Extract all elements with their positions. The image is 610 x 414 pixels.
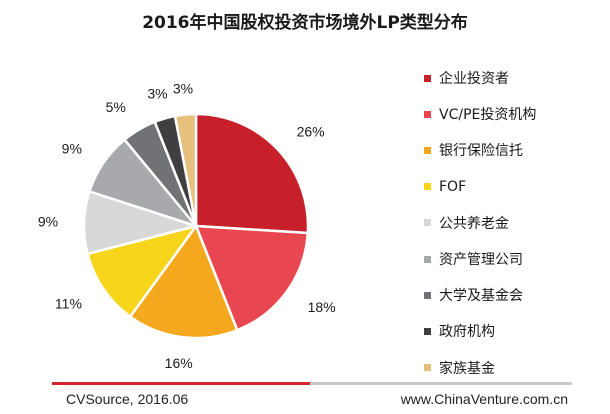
legend-item-6: 资产管理公司 bbox=[424, 241, 536, 277]
slice-value-label-7: 5% bbox=[106, 99, 126, 115]
pie-slice-3 bbox=[128, 224, 239, 340]
legend-item-8: 政府机构 bbox=[424, 313, 536, 349]
legend-swatch bbox=[424, 74, 431, 82]
pie-slice-4 bbox=[86, 224, 198, 318]
legend-swatch bbox=[424, 110, 431, 118]
legend-label: 大学及基金会 bbox=[439, 288, 523, 305]
legend-item-2: VC/PE投资机构 bbox=[424, 96, 536, 132]
legend-item-3: 银行保险信托 bbox=[424, 132, 536, 168]
legend-label: 资产管理公司 bbox=[439, 252, 523, 269]
legend-swatch bbox=[424, 327, 431, 335]
legend-swatch bbox=[424, 219, 431, 227]
legend-label: VC/PE投资机构 bbox=[439, 107, 537, 124]
legend-item-7: 大学及基金会 bbox=[424, 277, 536, 313]
pie-slice-1 bbox=[194, 112, 310, 235]
legend-swatch bbox=[424, 291, 431, 299]
legend-item-9: 家族基金 bbox=[424, 350, 536, 386]
pie-slice-2 bbox=[194, 224, 310, 332]
legend-label: 银行保险信托 bbox=[439, 143, 523, 160]
footer-rule-red bbox=[52, 382, 310, 385]
legend-item-1: 企业投资者 bbox=[424, 60, 536, 96]
legend-swatch bbox=[424, 146, 431, 154]
slice-value-label-5: 9% bbox=[38, 214, 58, 230]
legend-label: 公共养老金 bbox=[439, 215, 509, 232]
legend-label: FOF bbox=[439, 178, 467, 195]
slice-value-label-4: 11% bbox=[55, 296, 82, 312]
slice-value-label-8: 3% bbox=[147, 86, 167, 102]
footer-website: www.ChinaVenture.com.cn bbox=[400, 391, 568, 407]
slice-value-label-3: 16% bbox=[165, 355, 193, 371]
legend-item-5: 公共养老金 bbox=[424, 205, 536, 241]
legend-swatch bbox=[424, 255, 431, 263]
legend-label: 企业投资者 bbox=[439, 71, 509, 88]
legend-item-4: FOF bbox=[424, 169, 536, 205]
legend-label: 政府机构 bbox=[439, 324, 495, 341]
footer-source: CVSource, 2016.06 bbox=[66, 391, 189, 407]
slice-value-label-1: 26% bbox=[297, 124, 325, 140]
legend-swatch bbox=[424, 183, 431, 191]
slice-value-label-2: 18% bbox=[308, 299, 336, 315]
legend-label: 家族基金 bbox=[439, 360, 495, 377]
slice-value-label-9: 3% bbox=[173, 81, 193, 97]
slice-value-label-6: 9% bbox=[62, 140, 82, 156]
pie-slice-9 bbox=[173, 112, 198, 228]
pie-chart: 26% 18% 16% 11% 9% 9% 5% 3% 3% bbox=[38, 81, 336, 371]
chart-legend: 企业投资者 VC/PE投资机构 银行保险信托 FOF 公共养老金资产管理公司 大学及基金会… bbox=[424, 60, 536, 386]
legend-swatch bbox=[424, 364, 431, 372]
footer-rule-gray bbox=[310, 382, 572, 385]
chart-title: 2016年中国股权投资市场境外LP类型分布 bbox=[142, 13, 468, 33]
